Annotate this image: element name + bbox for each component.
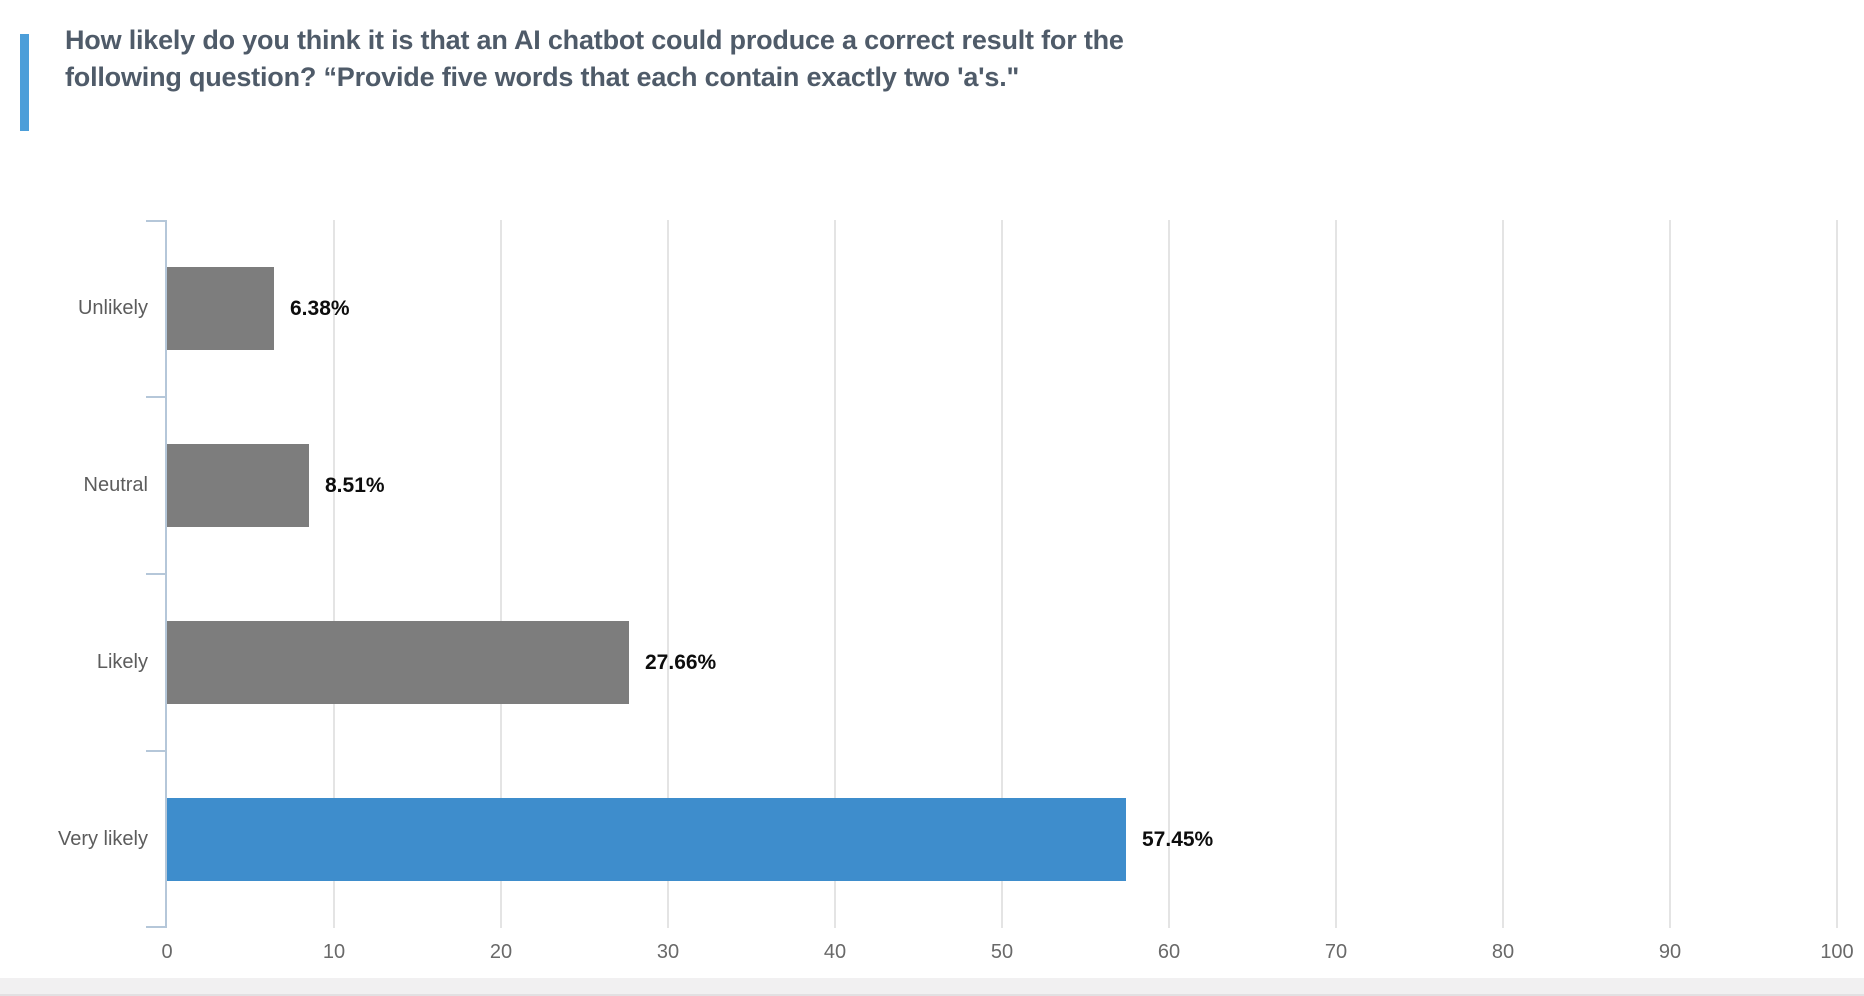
category-label-very-likely: Very likely	[57, 828, 148, 850]
category-label-neutral: Neutral	[83, 474, 148, 496]
gridline-x-60	[1168, 220, 1170, 928]
x-tick-label-10: 10	[322, 941, 346, 963]
value-label-unlikely: 6.38%	[290, 297, 350, 320]
x-tick-label-0: 0	[161, 941, 173, 963]
y-axis-tick	[146, 750, 165, 752]
x-tick-label-100: 100	[1820, 941, 1854, 963]
gridline-x-70	[1335, 220, 1337, 928]
y-axis-tick	[146, 396, 165, 398]
value-label-very-likely: 57.45%	[1142, 828, 1214, 851]
category-label-unlikely: Unlikely	[77, 297, 148, 319]
gridline-x-100	[1836, 220, 1838, 928]
x-tick-label-70: 70	[1324, 941, 1348, 963]
x-tick-label-80: 80	[1491, 941, 1515, 963]
x-tick-label-40: 40	[823, 941, 847, 963]
bottom-divider	[0, 978, 1864, 996]
value-label-likely: 27.66%	[645, 651, 717, 674]
gridline-x-90	[1669, 220, 1671, 928]
x-tick-label-90: 90	[1658, 941, 1682, 963]
gridline-x-20	[500, 220, 502, 928]
chart-title: How likely do you think it is that an AI…	[65, 25, 1124, 92]
bar-very-likely	[167, 798, 1126, 881]
gridline-x-50	[1001, 220, 1003, 928]
gridline-x-40	[834, 220, 836, 928]
bar-likely	[167, 621, 629, 704]
bar-unlikely	[167, 267, 274, 350]
x-tick-label-50: 50	[990, 941, 1014, 963]
bar-neutral	[167, 444, 309, 527]
y-axis-line	[165, 220, 167, 928]
category-label-likely: Likely	[96, 651, 148, 673]
value-label-neutral: 8.51%	[325, 474, 385, 497]
gridline-x-30	[667, 220, 669, 928]
x-tick-label-30: 30	[656, 941, 680, 963]
y-axis-tick	[146, 573, 165, 575]
bar-chart-plot	[146, 220, 1838, 928]
y-axis-tick	[146, 926, 165, 928]
x-tick-label-60: 60	[1157, 941, 1181, 963]
gridline-x-10	[333, 220, 335, 928]
y-axis-tick	[146, 220, 165, 222]
x-tick-label-20: 20	[489, 941, 513, 963]
title-accent-bar	[20, 34, 29, 131]
gridline-x-80	[1502, 220, 1504, 928]
